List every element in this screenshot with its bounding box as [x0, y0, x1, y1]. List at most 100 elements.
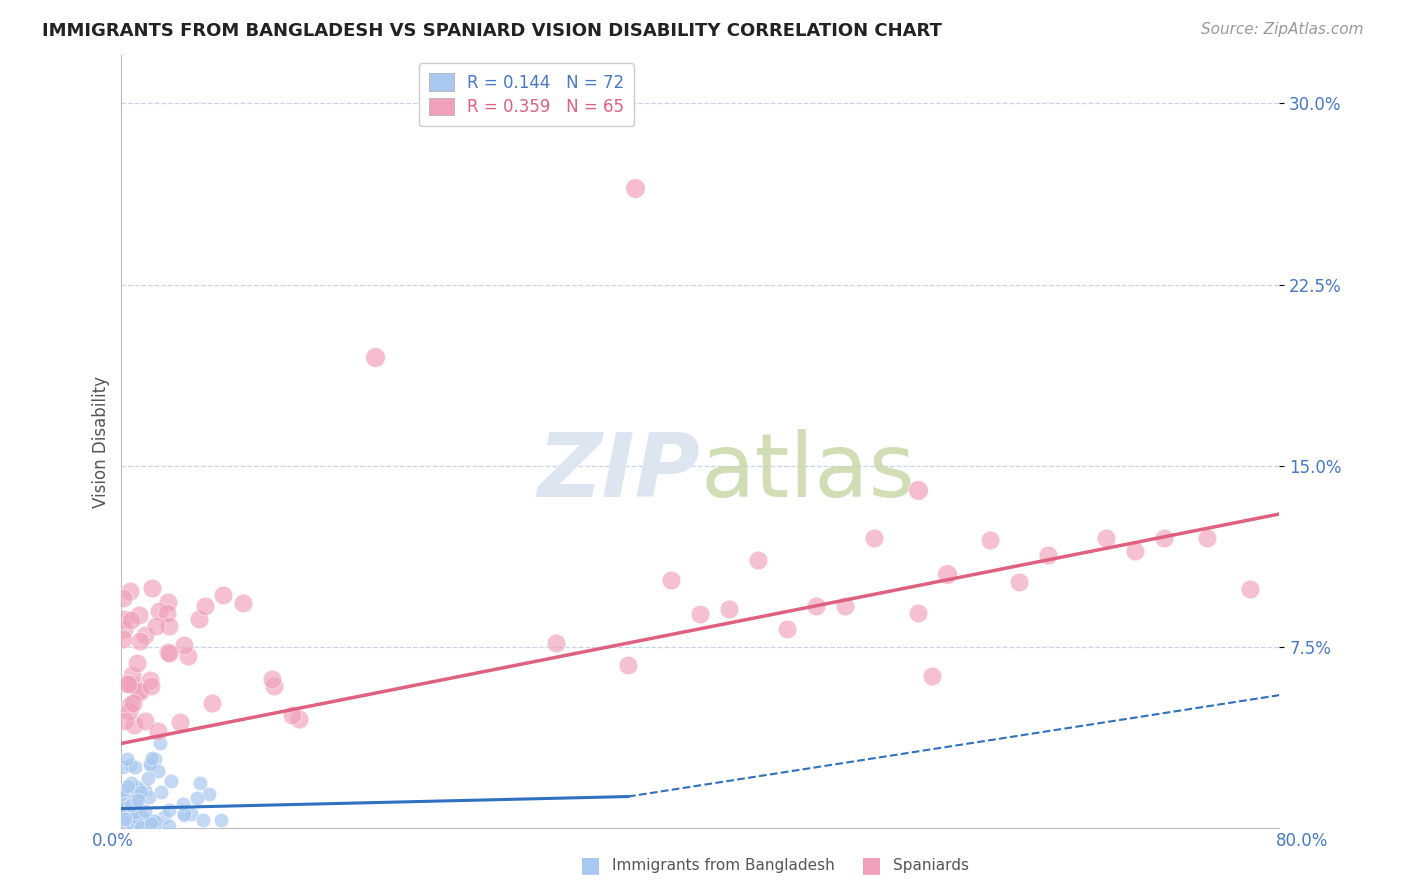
Point: [141, 751, 163, 765]
Point: [921, 669, 943, 683]
Text: 80.0%: 80.0%: [1277, 831, 1329, 849]
Point: [156, 595, 179, 609]
Point: [169, 715, 191, 730]
Point: [118, 698, 141, 712]
Point: [145, 618, 167, 632]
Point: [149, 785, 172, 799]
Point: [173, 807, 195, 822]
Point: [128, 685, 150, 699]
Point: [134, 804, 156, 818]
Point: [188, 612, 211, 626]
Point: [141, 582, 163, 596]
Point: [1008, 574, 1031, 589]
Point: [180, 807, 202, 822]
Point: [232, 596, 254, 610]
Point: [159, 773, 181, 788]
Point: [624, 181, 647, 195]
Point: [124, 805, 146, 819]
Point: [112, 632, 135, 646]
Point: [114, 812, 136, 826]
Point: [128, 634, 150, 648]
Point: [661, 573, 683, 587]
Point: [138, 790, 160, 805]
Legend: R = 0.144   N = 72, R = 0.359   N = 65: R = 0.144 N = 72, R = 0.359 N = 65: [419, 63, 634, 127]
Point: [129, 820, 152, 834]
Point: [263, 679, 285, 693]
Point: [131, 814, 153, 828]
Y-axis label: Vision Disability: Vision Disability: [93, 376, 110, 508]
Point: [122, 802, 145, 816]
Point: [117, 677, 139, 691]
Point: [935, 567, 957, 582]
Point: [173, 638, 195, 652]
Point: [125, 810, 148, 824]
Point: [1197, 531, 1219, 545]
Point: [120, 797, 142, 812]
Point: [209, 813, 232, 827]
Point: [201, 696, 224, 710]
Point: [125, 805, 148, 819]
Point: [141, 815, 163, 830]
Point: [1123, 544, 1146, 558]
Point: [128, 683, 150, 698]
Point: [139, 758, 162, 772]
Point: [186, 791, 208, 805]
Point: [127, 788, 149, 802]
Point: [114, 714, 136, 728]
Point: [188, 775, 211, 789]
Point: [134, 782, 156, 797]
Point: [127, 793, 149, 807]
Text: 0.0%: 0.0%: [91, 831, 134, 849]
Point: [111, 591, 134, 605]
Point: [212, 588, 235, 602]
Point: [134, 714, 156, 728]
Point: [191, 813, 214, 827]
Point: [121, 696, 143, 710]
Point: [747, 553, 769, 567]
Point: [127, 815, 149, 830]
Point: [173, 807, 195, 822]
Point: [146, 723, 169, 738]
Point: [111, 789, 134, 803]
Point: [776, 622, 799, 636]
Point: [120, 758, 142, 772]
Point: [1239, 582, 1261, 597]
Point: [122, 798, 145, 813]
Text: ■: ■: [581, 855, 600, 875]
Point: [146, 764, 169, 778]
Point: [129, 785, 152, 799]
Point: [112, 622, 135, 636]
Point: [121, 790, 143, 805]
Point: [111, 797, 134, 811]
Point: [125, 793, 148, 807]
Point: [112, 760, 135, 774]
Point: [139, 673, 162, 687]
Point: [118, 810, 141, 824]
Point: [364, 350, 387, 364]
Point: [148, 736, 170, 750]
Point: [863, 531, 886, 545]
Point: [132, 812, 155, 826]
Point: [148, 604, 170, 618]
Point: [112, 810, 135, 824]
Point: [121, 677, 143, 691]
Text: Immigrants from Bangladesh: Immigrants from Bangladesh: [612, 858, 834, 872]
Point: [907, 607, 929, 621]
Point: [172, 797, 194, 811]
Point: [125, 656, 148, 670]
Point: [115, 676, 138, 690]
Point: [120, 776, 142, 790]
Point: [834, 599, 856, 614]
Point: [127, 782, 149, 797]
Point: [139, 679, 162, 693]
Point: [197, 788, 219, 802]
Point: [120, 613, 142, 627]
Point: [157, 646, 180, 660]
Point: [117, 779, 139, 793]
Point: [128, 608, 150, 623]
Point: [117, 786, 139, 800]
Point: [143, 752, 166, 766]
Point: [118, 815, 141, 830]
Text: ■: ■: [862, 855, 882, 875]
Point: [617, 658, 640, 673]
